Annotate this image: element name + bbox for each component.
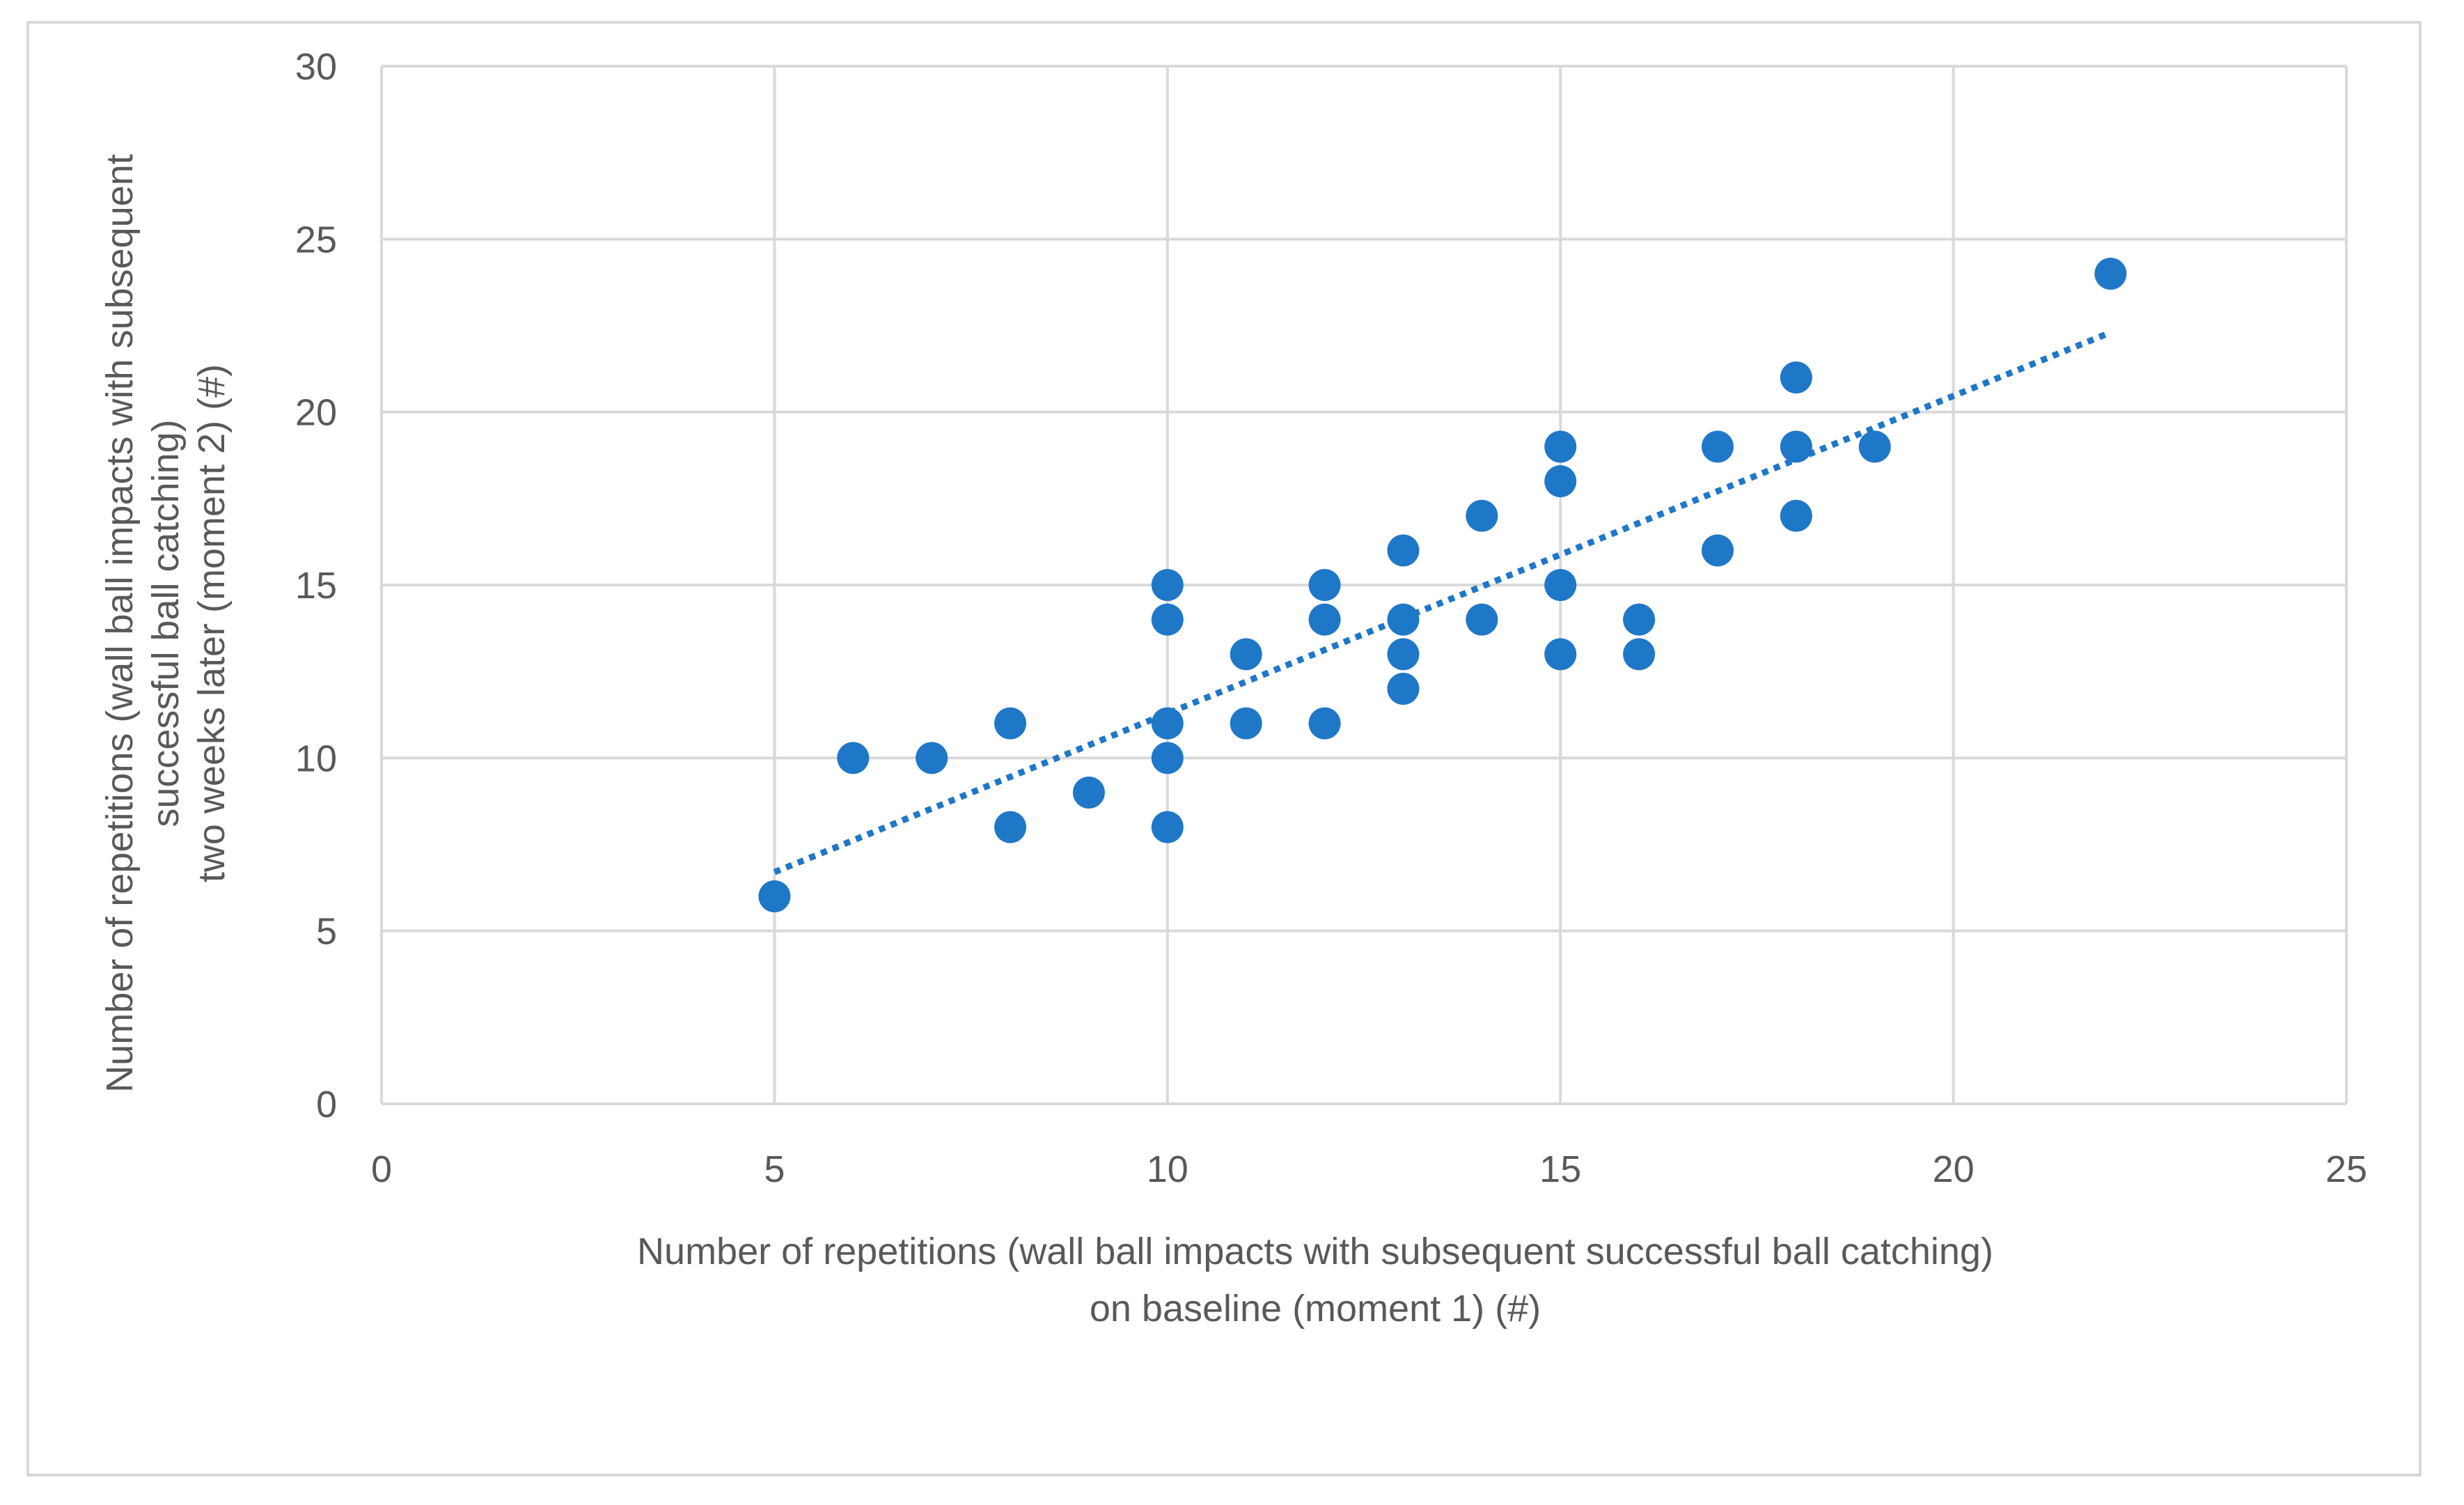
y-tick-label: 5 (316, 911, 337, 953)
data-point (1151, 603, 1184, 636)
data-point (1387, 603, 1420, 636)
data-point (1308, 707, 1341, 740)
data-point (1544, 430, 1577, 463)
data-point (916, 742, 948, 774)
x-tick-label: 25 (2325, 1148, 2367, 1190)
data-point (1544, 569, 1577, 601)
data-point (1780, 499, 1812, 532)
tick-labels: 0 5 10 15 20 25 0 5 10 15 20 25 30 (295, 46, 2367, 1190)
data-point (1701, 430, 1734, 463)
x-tick-label: 15 (1539, 1148, 1581, 1190)
data-point (1623, 603, 1656, 636)
x-axis-title: Number of repetitions (wall ball impacts… (637, 1231, 1993, 1329)
data-point (1387, 638, 1420, 671)
y-tick-label: 0 (316, 1084, 337, 1125)
data-point (1858, 430, 1891, 463)
data-point (1544, 465, 1577, 497)
data-point (837, 742, 870, 774)
data-point (1072, 777, 1105, 809)
data-point (994, 707, 1027, 740)
data-point (1151, 742, 1184, 774)
y-axis-title-line: two weeks later (moment 2) (#) (191, 364, 233, 882)
y-axis-title-line: successful ball catching) (145, 419, 187, 827)
data-point (1466, 499, 1498, 532)
trendline-layer (773, 329, 2112, 875)
y-tick-label: 25 (295, 219, 337, 260)
x-axis-title-line: Number of repetitions (wall ball impacts… (637, 1231, 1993, 1272)
data-point (1151, 811, 1184, 843)
data-point (1230, 638, 1262, 671)
data-point (1387, 673, 1420, 705)
data-point (1308, 603, 1341, 636)
x-tick-label: 20 (1933, 1148, 1975, 1190)
data-point (1151, 707, 1184, 740)
x-axis-title-line: on baseline (moment 1) (#) (1090, 1288, 1541, 1329)
data-points (758, 258, 2127, 912)
trendline (773, 329, 2112, 875)
y-axis-title-line: Number of repetitions (wall ball impacts… (99, 154, 141, 1093)
data-point (1780, 361, 1812, 393)
x-tick-label: 5 (764, 1148, 785, 1190)
y-tick-label: 10 (295, 738, 337, 779)
axis-titles: Number of repetitions (wall ball impacts… (99, 154, 1993, 1329)
chart-frame (26, 21, 2422, 1476)
x-tick-label: 10 (1147, 1148, 1188, 1190)
y-tick-label: 30 (295, 46, 337, 88)
data-point (1701, 534, 1734, 567)
x-tick-label: 0 (371, 1148, 392, 1190)
y-tick-label: 15 (295, 565, 337, 607)
data-point (1151, 569, 1184, 601)
data-point (1230, 707, 1262, 740)
data-point (1544, 638, 1577, 671)
data-point (1308, 569, 1341, 601)
data-point (1780, 430, 1812, 463)
y-tick-label: 20 (295, 392, 337, 434)
data-point (994, 811, 1027, 843)
gridlines (380, 65, 2348, 1105)
data-point (2094, 258, 2127, 290)
data-point (1623, 638, 1656, 671)
y-axis-title: Number of repetitions (wall ball impacts… (99, 154, 233, 1093)
data-point (1387, 534, 1420, 567)
data-point (758, 880, 791, 912)
data-point (1466, 603, 1498, 636)
